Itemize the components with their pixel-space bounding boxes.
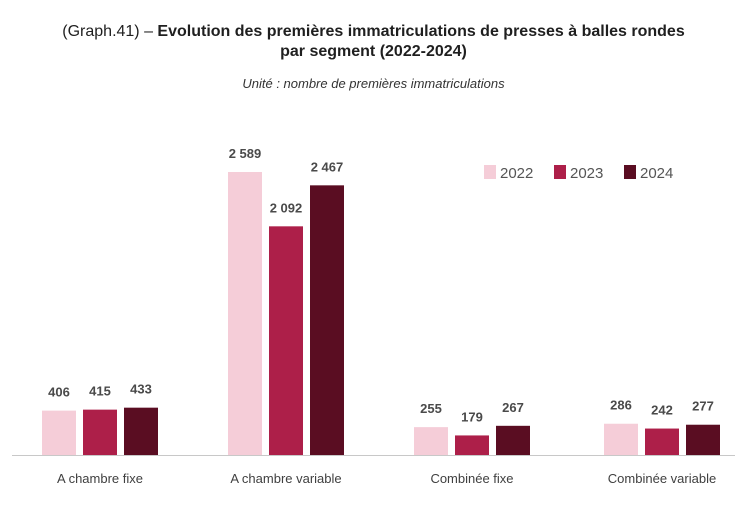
- data-label-2024-1: 433: [130, 382, 152, 397]
- chart-title-line-2: par segment (2022-2024): [280, 43, 467, 60]
- chart-title-line-1: (Graph.41) – Evolution des premières imm…: [0, 22, 747, 42]
- x-tick-label-3: Combinée fixe: [430, 471, 513, 486]
- data-label-2022-3: 255: [420, 401, 442, 416]
- chart-title-prefix: (Graph.41) –: [62, 23, 158, 40]
- data-label-2023-4: 242: [651, 403, 673, 418]
- data-label-2024-4: 277: [692, 399, 714, 414]
- data-label-2022-1: 406: [48, 385, 70, 400]
- bar-2024-2: [310, 185, 344, 456]
- bar-2023-4: [645, 428, 679, 455]
- x-tick-label-1: A chambre fixe: [57, 471, 143, 486]
- data-label-2024-3: 267: [502, 400, 524, 415]
- bar-2023-2: [269, 226, 303, 455]
- data-label-2023-3: 179: [461, 409, 483, 424]
- legend-swatch-2023: [554, 165, 566, 179]
- data-label-2024-2: 2 467: [311, 159, 344, 174]
- data-label-2022-2: 2 589: [229, 146, 262, 161]
- x-tick-label-4: Combinée variable: [608, 471, 716, 486]
- bar-2023-3: [455, 435, 489, 455]
- data-label-2023-1: 415: [89, 384, 111, 399]
- legend-swatch-2024: [624, 165, 636, 179]
- chart-subtitle: Unité : nombre de premières immatriculat…: [242, 76, 505, 91]
- bar-2022-4: [604, 423, 638, 455]
- chart-title-main: Evolution des premières immatriculations…: [157, 23, 685, 40]
- bar-2023-1: [83, 409, 117, 455]
- bar-2024-4: [686, 424, 720, 455]
- bar-2022-3: [414, 427, 448, 455]
- data-label-2023-2: 2 092: [270, 200, 303, 215]
- legend-label-2024: 2024: [640, 165, 673, 182]
- legend-label-2022: 2022: [500, 165, 533, 182]
- bar-2024-3: [496, 425, 530, 455]
- x-tick-label-2: A chambre variable: [230, 471, 341, 486]
- bar-2024-1: [124, 407, 158, 455]
- data-label-2022-4: 286: [610, 398, 632, 413]
- bar-2022-1: [42, 410, 76, 455]
- legend-label-2023: 2023: [570, 165, 603, 182]
- legend-swatch-2022: [484, 165, 496, 179]
- bar-2022-2: [228, 172, 262, 455]
